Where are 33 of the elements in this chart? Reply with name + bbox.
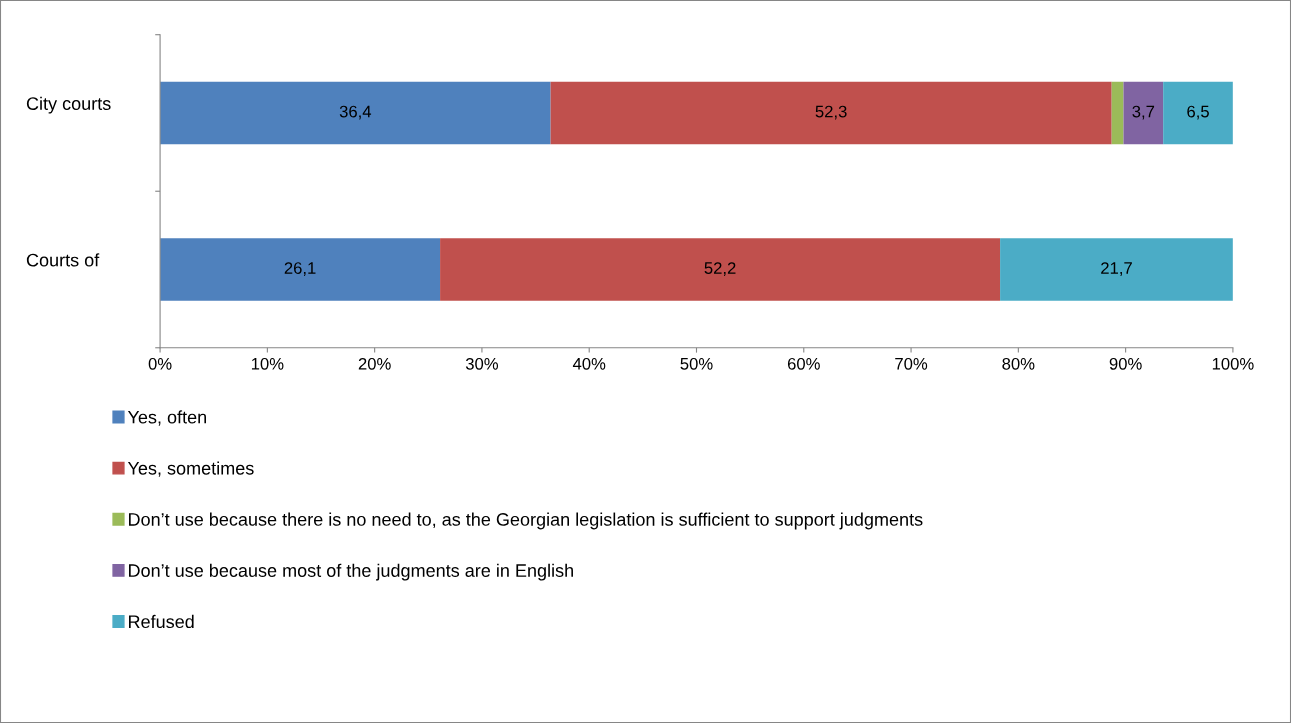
y-tick-label: Courts of [26,253,100,267]
legend-label: Yes, sometimes [127,461,254,477]
data-label: 3,7 [1132,105,1155,120]
bar [550,81,1112,145]
x-tick-label: 50% [680,357,713,370]
bar [160,81,551,145]
bar [160,238,441,301]
x-tick-label: 0% [148,357,172,370]
bar [1111,81,1124,145]
data-label: 36,4 [339,105,372,120]
x-tick-label: 100% [1212,357,1254,370]
legend-label: Refused [129,614,194,629]
data-label: 21,7 [1101,262,1132,276]
y-tick-label: City courts [26,96,111,114]
x-tick-label: 10% [251,357,284,370]
bar [1123,81,1164,145]
data-label: 6,5 [1187,105,1209,120]
x-tick-label: 90% [1109,357,1142,370]
x-tick-label: 20% [358,357,391,370]
x-tick-label: 30% [465,357,499,370]
x-tick-label: 70% [895,357,928,370]
x-tick-label: 40% [572,357,606,370]
x-tick-label: 80% [1002,357,1035,370]
legend-label: Yes, often [127,410,206,426]
bar [1163,81,1233,145]
data-label: 52,3 [815,105,847,120]
legend-label: Don’t use because there is no need to, as the Georgian legislation is sufficient to support judgments [129,512,923,530]
bar [440,238,1001,301]
data-label: 26,1 [284,262,316,276]
bar [1000,238,1233,301]
legend-label: Don’t use because most of the judgments are in English [129,563,573,581]
data-label: 52,2 [704,262,736,276]
x-tick-label: 60% [787,357,820,370]
